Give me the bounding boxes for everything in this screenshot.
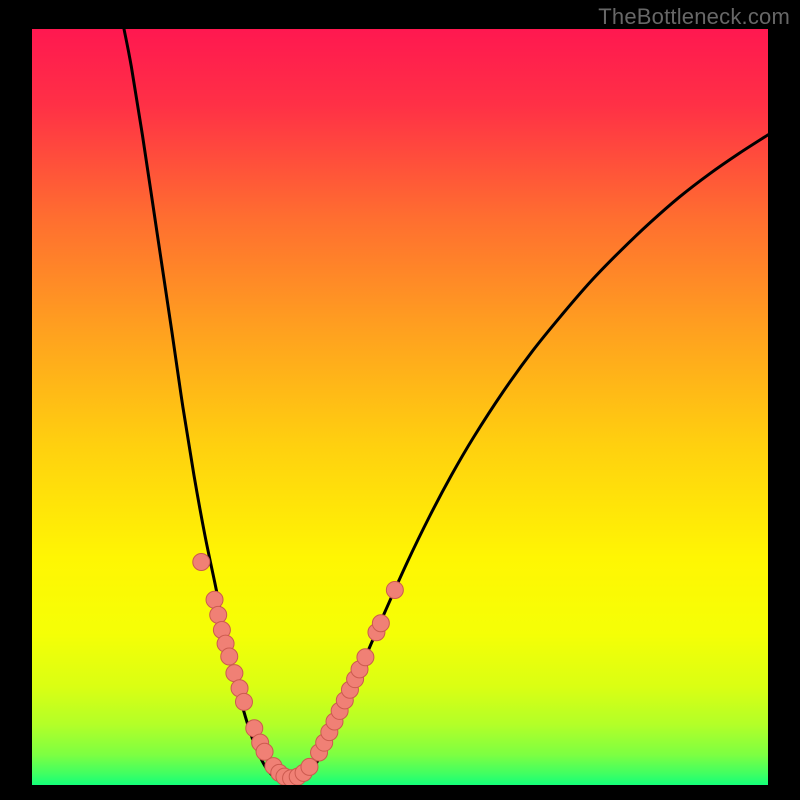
marker-dot	[226, 665, 243, 682]
marker-dot	[210, 606, 227, 623]
marker-group	[193, 553, 404, 785]
marker-dot	[357, 649, 374, 666]
marker-dot	[235, 693, 252, 710]
marker-dot	[301, 758, 318, 775]
marker-dot	[386, 581, 403, 598]
plot-area	[32, 29, 768, 785]
marker-dot	[221, 648, 238, 665]
marker-dot	[372, 615, 389, 632]
bottleneck-curve	[124, 29, 768, 783]
curve-layer	[32, 29, 768, 785]
watermark-text: TheBottleneck.com	[598, 4, 790, 30]
stage: TheBottleneck.com	[0, 0, 800, 800]
marker-dot	[206, 591, 223, 608]
marker-dot	[193, 553, 210, 570]
